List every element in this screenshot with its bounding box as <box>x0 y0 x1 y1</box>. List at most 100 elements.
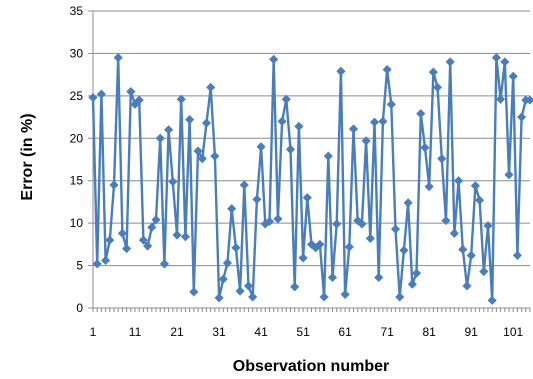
data-point-56 <box>319 292 329 302</box>
data-point-17 <box>155 133 165 143</box>
y-tick-label-35: 35 <box>70 4 84 18</box>
data-point-69 <box>374 272 384 283</box>
data-point-31 <box>214 293 224 303</box>
data-point-51 <box>298 253 308 263</box>
data-point-12 <box>134 95 144 105</box>
data-point-35 <box>231 243 241 253</box>
data-point-43 <box>264 216 275 227</box>
data-point-70 <box>378 116 388 126</box>
data-point-18 <box>159 259 169 269</box>
data-point-99 <box>500 57 510 67</box>
data-point-87 <box>449 228 459 238</box>
x-tick-label-61: 61 <box>338 325 352 339</box>
data-point-37 <box>239 180 249 190</box>
data-point-94 <box>479 266 489 277</box>
data-point-103 <box>517 112 527 122</box>
data-point-45 <box>273 214 283 224</box>
data-point-68 <box>369 117 380 127</box>
data-point-10 <box>126 87 136 97</box>
data-point-55 <box>315 239 325 249</box>
data-point-92 <box>470 181 480 191</box>
axes <box>88 10 531 312</box>
data-point-71 <box>382 64 392 75</box>
data-point-27 <box>197 154 207 164</box>
x-tick-label-41: 41 <box>254 325 268 339</box>
data-point-49 <box>290 282 300 292</box>
data-point-25 <box>189 287 199 297</box>
data-point-93 <box>475 195 485 205</box>
data-point-39 <box>248 292 258 302</box>
data-point-52 <box>302 193 312 203</box>
x-tick-label-81: 81 <box>422 325 436 339</box>
data-point-83 <box>432 82 443 92</box>
x-tick-label-21: 21 <box>170 325 184 339</box>
data-point-63 <box>348 124 359 134</box>
data-point-73 <box>390 224 401 234</box>
x-tick-label-91: 91 <box>464 325 478 339</box>
data-point-33 <box>222 258 233 268</box>
data-point-32 <box>218 274 228 284</box>
data-point-26 <box>193 146 203 156</box>
data-point-1 <box>88 92 98 103</box>
data-point-58 <box>327 272 338 283</box>
data-point-47 <box>281 94 291 104</box>
data-point-20 <box>168 176 178 187</box>
x-axis-title: Observation number <box>233 358 389 375</box>
data-point-21 <box>172 230 182 240</box>
data-point-77 <box>407 279 417 289</box>
data-point-81 <box>424 182 434 192</box>
data-point-16 <box>151 215 161 225</box>
data-point-79 <box>416 109 426 119</box>
data-point-75 <box>399 245 409 255</box>
data-point-36 <box>235 286 245 296</box>
data-point-65 <box>357 219 367 229</box>
data-point-41 <box>256 142 266 152</box>
series-line-0 <box>91 56 530 302</box>
data-point-98 <box>496 94 506 104</box>
data-point-72 <box>386 99 396 109</box>
data-point-59 <box>332 219 342 229</box>
data-point-46 <box>277 116 287 126</box>
data-point-38 <box>243 281 254 291</box>
data-point-13 <box>138 235 148 245</box>
data-point-14 <box>143 241 153 251</box>
x-tick-label-51: 51 <box>296 325 310 339</box>
x-tick-label-1: 1 <box>90 325 97 339</box>
data-point-50 <box>294 121 304 131</box>
data-point-80 <box>420 143 430 153</box>
data-point-4 <box>101 255 111 266</box>
data-point-66 <box>361 136 371 146</box>
y-tick-label-15: 15 <box>70 174 84 188</box>
data-point-2 <box>92 259 102 269</box>
data-point-74 <box>395 292 405 302</box>
data-point-6 <box>109 180 119 190</box>
data-point-101 <box>508 71 518 81</box>
x-tick-label-31: 31 <box>212 325 226 339</box>
data-point-24 <box>185 115 195 125</box>
data-point-95 <box>483 221 493 231</box>
data-point-91 <box>466 250 476 260</box>
data-point-82 <box>428 67 438 77</box>
y-tick-label-20: 20 <box>70 131 84 145</box>
data-point-9 <box>122 244 132 254</box>
data-point-62 <box>344 242 354 252</box>
x-tick-label-101: 101 <box>503 325 523 339</box>
data-point-15 <box>147 222 157 232</box>
data-point-28 <box>201 118 212 128</box>
data-point-96 <box>487 295 497 305</box>
data-point-44 <box>269 54 279 64</box>
y-axis-title: Error (in %) <box>19 113 36 200</box>
data-point-34 <box>227 204 237 214</box>
x-tick-label-11: 11 <box>129 325 142 339</box>
y-tick-label-30: 30 <box>70 46 84 60</box>
y-tick-label-0: 0 <box>76 301 83 315</box>
data-point-90 <box>462 281 472 291</box>
data-point-100 <box>504 170 514 180</box>
data-point-5 <box>105 235 115 245</box>
data-point-102 <box>512 250 522 260</box>
data-point-7 <box>113 53 123 63</box>
data-point-61 <box>340 289 350 299</box>
data-point-22 <box>176 94 186 104</box>
data-point-60 <box>336 66 346 76</box>
